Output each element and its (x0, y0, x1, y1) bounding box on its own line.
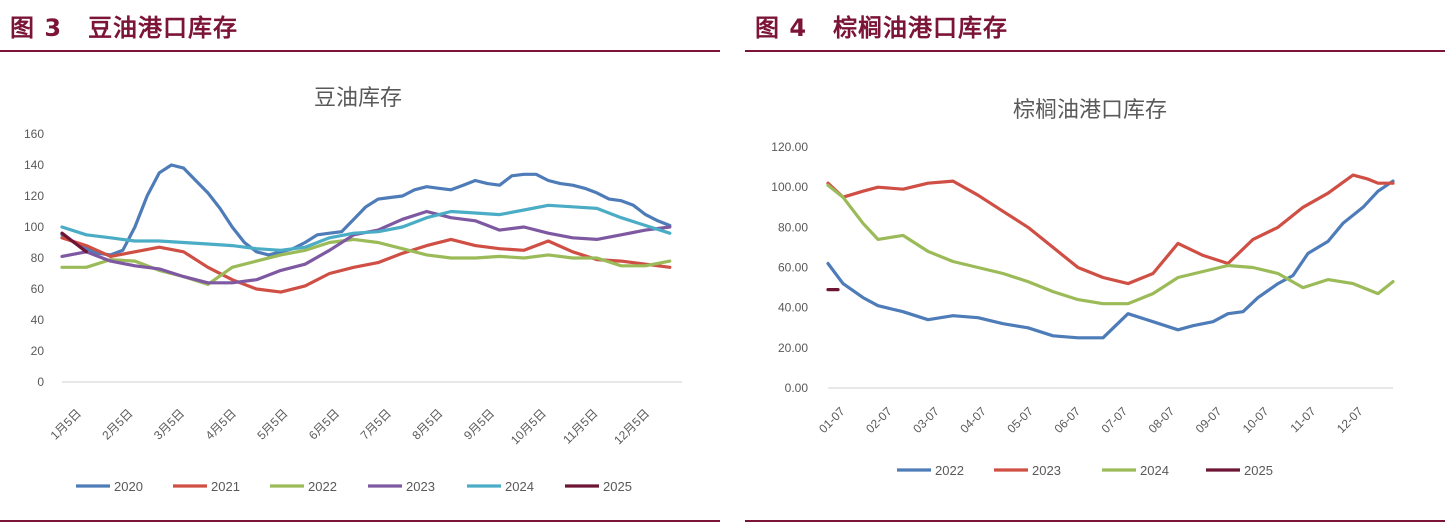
y-tick-label: 120 (24, 189, 44, 203)
figure-4-panel: 图 4 棕榈油港口库存 棕榈油港口库存 0.00 20.00 40.00 60.00 80.… (745, 0, 1445, 526)
x-tick-label: 6月5日 (306, 406, 342, 442)
x-tick-label: 01-07 (816, 404, 848, 436)
series-line-2022 (826, 179, 1395, 340)
y-tick-label: 60.00 (778, 261, 808, 275)
y-tick-label: 40.00 (778, 301, 808, 315)
y-tick-label: 20.00 (778, 341, 808, 355)
chart-title: 棕榈油港口库存 (1013, 98, 1167, 123)
x-tick-label: 02-07 (863, 404, 895, 436)
series-line-2024 (60, 203, 672, 252)
palm-oil-chart: 棕榈油港口库存 0.00 20.00 40.00 60.00 80.00 100.00 120… (771, 98, 1395, 478)
x-tick-label: 05-07 (1004, 404, 1036, 436)
y-tick-label: 100 (24, 220, 44, 234)
x-tick-label: 2月5日 (99, 406, 135, 442)
y-tick-label: 0.00 (785, 381, 809, 395)
figure-4-number: 图 4 (755, 14, 808, 42)
figure-4-bottom-rule (745, 520, 1445, 522)
figure-3-title: 豆油港口库存 (88, 14, 239, 42)
figure-4-top-rule (745, 50, 1445, 52)
y-tick-label: 120.00 (771, 140, 808, 154)
x-tick-label: 03-07 (910, 404, 942, 436)
x-tick-label: 08-07 (1146, 404, 1178, 436)
x-tick-label: 7月5日 (358, 406, 394, 442)
legend-label-2020: 2020 (114, 479, 143, 494)
legend-label-2024: 2024 (505, 479, 534, 494)
x-tick-label: 12-07 (1334, 404, 1366, 436)
x-tick-label: 3月5日 (151, 406, 187, 442)
legend-label-2025: 2025 (603, 479, 632, 494)
series-line-2021 (60, 236, 672, 294)
legend-label-2024: 2024 (1140, 463, 1169, 478)
x-tick-label: 09-07 (1193, 404, 1225, 436)
soybean-oil-chart: 豆油库存 0 20 40 60 80 100 120 140 160 1月5日 2月5日 3月5日 4月5… (24, 86, 682, 494)
x-tick-label: 4月5日 (203, 406, 239, 442)
x-tick-label: 04-07 (957, 404, 989, 436)
x-tick-label: 1月5日 (48, 406, 84, 442)
legend-label-2023: 2023 (406, 479, 435, 494)
x-tick-label: 10-07 (1240, 404, 1272, 436)
x-tick-label: 8月5日 (409, 406, 445, 442)
figure-3-heading: 图 3 豆油港口库存 (10, 8, 238, 43)
series-line-2022 (60, 237, 672, 286)
x-tick-label: 06-07 (1051, 404, 1083, 436)
y-tick-label: 80.00 (778, 220, 808, 234)
figure-3-number: 图 3 (10, 14, 63, 42)
y-tick-label: 160 (24, 127, 44, 141)
legend-label-2023: 2023 (1032, 463, 1061, 478)
series-line-2025 (60, 231, 88, 254)
legend-label-2021: 2021 (211, 479, 240, 494)
figure-3-panel: 图 3 豆油港口库存 豆油库存 0 20 40 60 80 100 120 140 160 1月5日 2… (0, 0, 720, 526)
x-tick-label: 5月5日 (254, 406, 290, 442)
figure-4-title: 棕榈油港口库存 (833, 14, 1009, 42)
figure-4-heading: 图 4 棕榈油港口库存 (755, 8, 1008, 43)
y-tick-label: 80 (31, 251, 45, 265)
y-tick-label: 40 (31, 313, 45, 327)
x-tick-label: 11月5日 (560, 406, 600, 446)
series-line-2024 (826, 183, 1395, 306)
y-tick-label: 140 (24, 158, 44, 172)
y-tick-label: 20 (31, 344, 45, 358)
legend-label-2022: 2022 (308, 479, 337, 494)
x-tick-label: 9月5日 (461, 406, 497, 442)
y-tick-label: 100.00 (771, 180, 808, 194)
x-tick-label: 07-07 (1099, 404, 1131, 436)
legend-label-2022: 2022 (935, 463, 964, 478)
x-tick-label: 10月5日 (508, 406, 549, 447)
series-line-2023 (826, 173, 1395, 286)
figure-3-top-rule (0, 50, 720, 52)
x-tick-label: 12月5日 (611, 406, 652, 447)
y-tick-label: 60 (31, 282, 45, 296)
series-line-2020 (60, 163, 672, 257)
y-tick-label: 0 (37, 375, 44, 389)
x-tick-label: 11-07 (1288, 404, 1319, 435)
chart-title: 豆油库存 (314, 86, 402, 111)
figure-3-bottom-rule (0, 520, 720, 522)
legend-label-2025: 2025 (1244, 463, 1273, 478)
